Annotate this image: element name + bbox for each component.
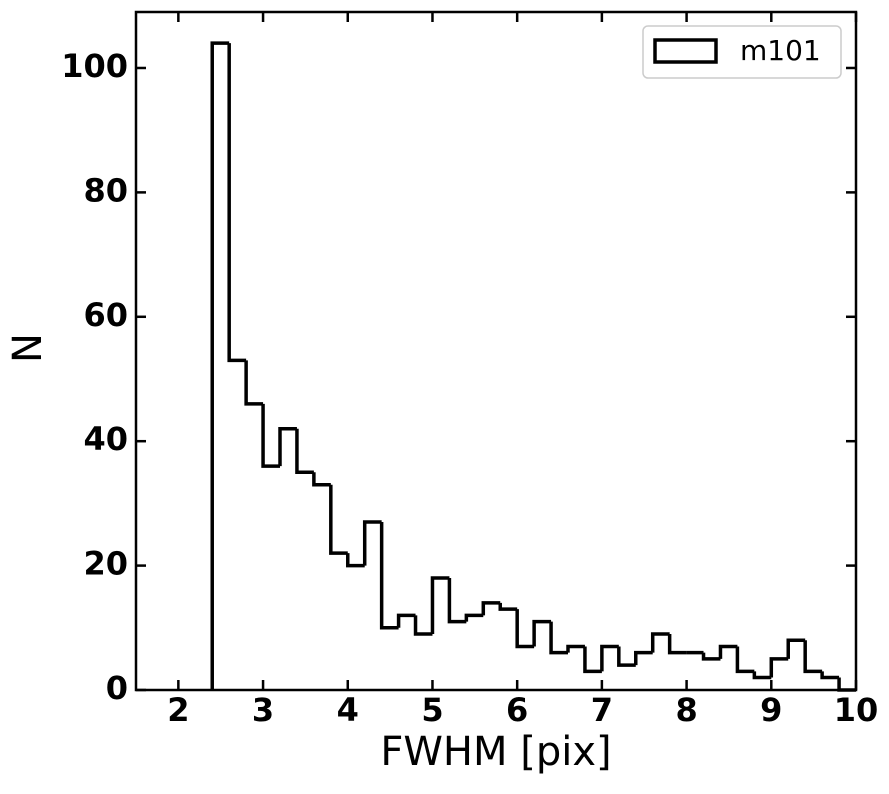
histogram-bar bbox=[413, 615, 433, 636]
histogram-bar bbox=[329, 484, 348, 555]
histogram-bar bbox=[566, 644, 585, 653]
histogram-bar bbox=[430, 576, 450, 635]
legend-patch bbox=[653, 38, 718, 64]
legend-label: m101 bbox=[740, 34, 821, 67]
histogram-bar bbox=[210, 41, 230, 690]
x-tick-label: 2 bbox=[167, 691, 189, 729]
histogram-bar bbox=[498, 602, 518, 611]
histogram-bar bbox=[362, 520, 382, 566]
histogram-bar bbox=[379, 522, 399, 630]
histogram-bar bbox=[295, 428, 314, 475]
y-tick-label: 40 bbox=[83, 420, 128, 458]
y-tick-label: 20 bbox=[83, 545, 128, 583]
histogram-bar bbox=[346, 553, 365, 568]
x-tick-label: 6 bbox=[506, 691, 528, 729]
histogram-bar bbox=[532, 619, 552, 647]
x-tick-label: 9 bbox=[760, 691, 782, 729]
histogram-bar bbox=[278, 427, 297, 467]
histogram-bar bbox=[803, 640, 823, 674]
x-axis-label: FWHM [pix] bbox=[380, 729, 611, 775]
histogram-bar bbox=[667, 634, 687, 655]
y-tick-label: 60 bbox=[83, 296, 128, 334]
histogram-bar bbox=[312, 472, 331, 487]
histogram-bar bbox=[244, 360, 264, 406]
y-tick-label: 80 bbox=[83, 171, 128, 209]
histogram-bar bbox=[617, 646, 636, 667]
histogram-bar bbox=[549, 621, 568, 655]
x-tick-label: 5 bbox=[421, 691, 443, 729]
histogram-bar bbox=[718, 644, 738, 659]
plot-frame bbox=[134, 10, 858, 692]
y-tick-label: 100 bbox=[61, 47, 128, 85]
histogram-bar bbox=[786, 638, 806, 659]
histogram-bar bbox=[396, 613, 416, 628]
histogram-bar bbox=[735, 646, 755, 674]
histogram-bar bbox=[752, 671, 772, 680]
histogram-bar bbox=[650, 632, 670, 653]
y-axis-label: N bbox=[5, 333, 51, 363]
histogram-bar bbox=[464, 613, 484, 622]
histogram-bar bbox=[515, 609, 535, 649]
histogram-bar bbox=[227, 43, 247, 363]
histogram-bar bbox=[769, 657, 789, 678]
x-tick-label: 3 bbox=[252, 691, 274, 729]
x-tick-label: 7 bbox=[591, 691, 613, 729]
histogram-bar bbox=[820, 671, 840, 680]
histogram-bar bbox=[583, 646, 602, 674]
histogram-bar bbox=[261, 403, 280, 468]
histogram-bar bbox=[600, 644, 619, 672]
histogram-bar bbox=[701, 652, 721, 661]
histogram-bar bbox=[634, 650, 653, 666]
histogram-bar bbox=[481, 601, 501, 616]
x-tick-label: 10 bbox=[834, 691, 879, 729]
x-tick-label: 8 bbox=[675, 691, 697, 729]
x-tick-label: 4 bbox=[337, 691, 359, 729]
histogram-bar bbox=[837, 677, 856, 692]
histogram-bar bbox=[447, 578, 467, 624]
y-tick-label: 0 bbox=[106, 669, 128, 707]
